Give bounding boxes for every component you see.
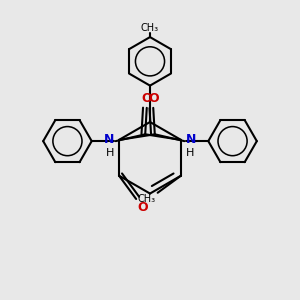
Text: CH₃: CH₃ [138,194,156,204]
Text: CH₃: CH₃ [141,23,159,33]
Text: O: O [138,202,148,214]
Text: O: O [148,92,158,105]
Text: H: H [106,148,114,158]
Text: O: O [142,92,152,105]
Text: N: N [104,134,114,146]
Text: H: H [186,148,194,158]
Text: N: N [186,134,196,146]
